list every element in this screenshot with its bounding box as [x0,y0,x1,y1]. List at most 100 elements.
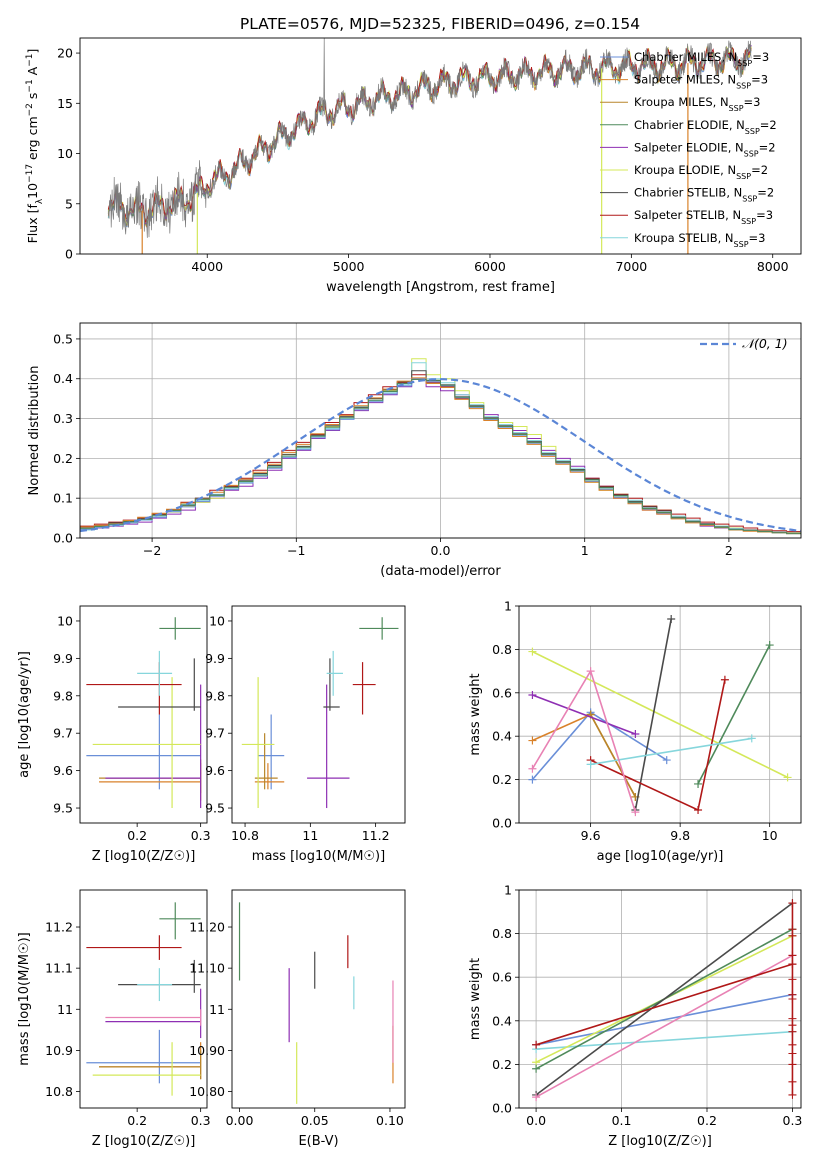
y-tick-label: 10 [209,613,225,628]
x-tick-label: −2 [143,543,161,558]
series-marker [528,764,537,773]
vertical-marker [788,975,797,984]
x-axis-label: Z [log10(Z/Z☉)] [92,1134,196,1149]
series-line-KroupaSTELIB [536,1030,793,1050]
y-tick-label: 9.5 [53,801,73,816]
y-label-part: −1 [25,79,35,92]
mass_weight_vs_Z-frame [518,889,802,1109]
x-tick-label: 10 [762,828,778,843]
y-tick-label: 9.6 [53,763,73,778]
series-line-KroupaMILES [589,714,637,798]
vertical-marker [788,1049,797,1058]
series-line-ChabrierMILES [531,711,668,781]
x-tick-label: 11.2 [362,828,390,843]
legend-label: Chabrier STELIB, N [634,186,742,200]
y-axis-label: Normed distribution [27,366,42,496]
y-label-part: A [25,66,40,79]
axes-residuals: −2 −1 0.0 1 2 0.0 0.1 0.2 0.3 0.4 0.5 [53,323,801,558]
y-tick-label: 0.2 [492,1057,512,1072]
x-tick-label: 9.8 [670,828,690,843]
x-tick-label: 0.05 [301,1113,329,1128]
y-axis-label: mass weight [468,958,483,1040]
y-tick-label: 0.6 [492,685,512,700]
y-axis-label: age [log10(age/yr)] [17,651,32,778]
series-marker [783,773,792,782]
legend-sub: SSP [741,217,756,226]
y-label-part: λ [35,198,45,204]
x-axis-label: Z [log10(Z/Z☉)] [92,849,196,864]
legend-sub: SSP [729,104,744,113]
x-tick-label: 4000 [191,259,223,274]
errorbars-mass_vs_Z [86,902,202,1096]
y-tick-label: 0.4 [53,371,73,386]
y-tick-label: 0.8 [492,926,512,941]
series-marker [528,690,537,699]
vertical-marker [788,1040,797,1049]
y-tick-label: 0 [65,247,73,262]
vertical-marker [788,1077,797,1086]
errorbars-age_vs_mass [241,617,399,809]
x-axis-label: E(B-V) [298,1134,338,1149]
y-tick-label: 0.2 [53,451,73,466]
x-axis-label: (data-model)/error [380,564,501,579]
legend-label: Chabrier ELODIE, N [634,118,745,132]
x-tick-label: 10.8 [231,828,259,843]
residual-histograms [80,358,801,535]
y-tick-label: 0.5 [53,331,73,346]
legend-label: Salpeter STELIB, N [634,208,741,222]
x-tick-label: 0.3 [191,1113,211,1128]
legend-suffix: =2 [751,163,768,177]
vertical-marker [788,899,797,908]
mass_vs_Z-frame [79,889,208,1109]
legend-entry: 𝒩(0, 1) [742,336,788,351]
series-marker [586,760,595,769]
legend-entry: Salpeter ELODIE, NSSP=2 [634,140,776,158]
legend-suffix: =3 [752,50,769,64]
y-tick-label: 9.8 [205,688,225,703]
y-tick-label: 15 [57,96,73,111]
axes-mass_vs_ebv: 0.00 0.05 0.10 10.80 10.90 11 11.10 11.20 [189,920,404,1128]
series-marker [528,647,537,656]
y-label-part: s [25,93,40,104]
x-tick-label: 0.1 [612,1113,632,1128]
x-axis-label: age [log10(age/yr)] [597,849,724,864]
normal-curve [80,378,801,533]
y-axis-label: mass weight [468,673,483,755]
y-tick-label: 11.2 [45,920,73,935]
y-tick-label: 0.8 [492,642,512,657]
legend-suffix: =3 [749,231,766,245]
axes-age_vs_mass: 10.8 11 11.2 9.5 9.6 9.7 9.8 9.9 10 [205,613,389,843]
x-tick-label: 0.3 [783,1113,803,1128]
errorbars-age_vs_Z [86,617,202,809]
y-label-part: ] [25,49,40,54]
vertical-marker [788,1060,797,1069]
x-tick-label: 6000 [474,259,506,274]
series-line-ChabrierELODIE [697,644,771,785]
legend-sub: SSP [744,149,759,158]
y-label-part: erg cm [25,116,40,164]
y-axis-label: mass [log10(M/M☉)] [17,932,32,1065]
y-tick-label: 0.0 [53,531,73,546]
y-tick-label: 10.90 [189,1043,225,1058]
series-line-pink [535,954,793,1098]
y-tick-label: 11 [57,1002,73,1017]
y-tick-label: 11.1 [45,961,73,976]
x-tick-label: 0.3 [191,828,211,843]
y-tick-label: 10.80 [189,1084,225,1099]
y-tick-label: 9.7 [205,726,225,741]
y-tick-label: 1 [504,883,512,898]
legend-sub: SSP [742,194,757,203]
x-tick-label: 0.2 [127,1113,147,1128]
histogram-ChabrierELODIE [80,379,801,535]
x-tick-label: 0.0 [526,1113,546,1128]
lines-mass_weight_vs_Z [532,899,797,1102]
mass_vs_ebv-frame [231,889,406,1109]
series-marker [532,1093,541,1102]
y-label-part: −17 [25,164,35,183]
observed-spectrum [107,38,752,238]
residuals-frame [79,322,802,539]
legend-entry: Salpeter MILES, NSSP=3 [634,73,768,91]
y-tick-label: 0.1 [53,491,73,506]
